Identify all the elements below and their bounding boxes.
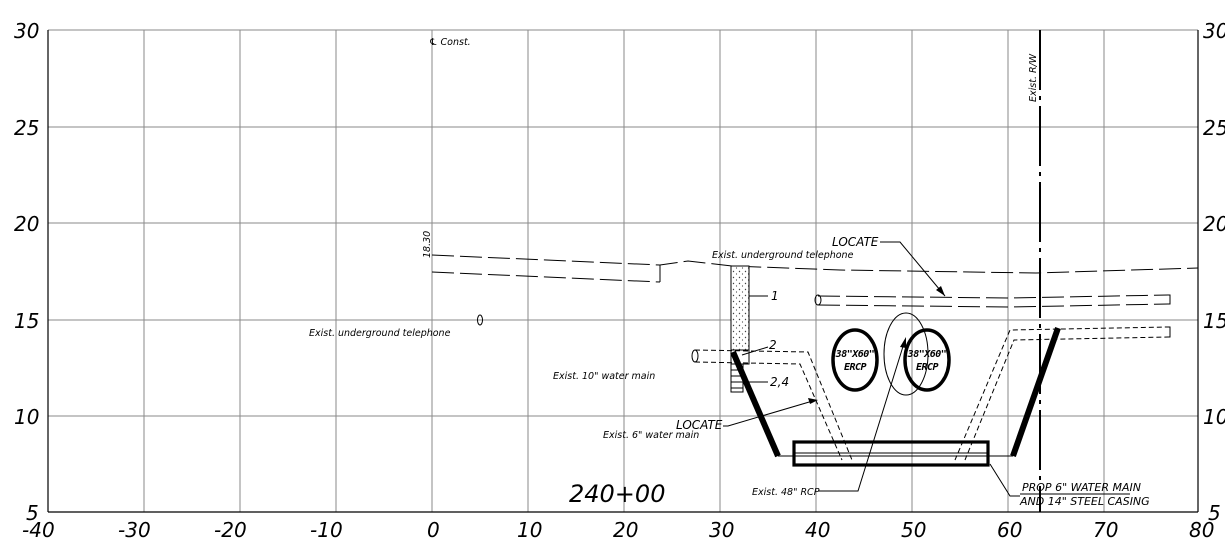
x-tick: 70 bbox=[1093, 518, 1118, 540]
y-tick: 30 bbox=[1203, 19, 1225, 43]
x-tick: 80 bbox=[1189, 518, 1214, 540]
ercp-pipe-2: 38"X60" ERCP bbox=[903, 328, 951, 392]
callout-2-4: 2,4 bbox=[770, 375, 789, 389]
y-tick: 10 bbox=[14, 405, 39, 429]
x-tick: -40 bbox=[22, 518, 55, 540]
proposed-trench bbox=[730, 327, 1061, 467]
y-tick: 25 bbox=[1203, 116, 1225, 140]
y-tick: 25 bbox=[14, 116, 39, 140]
x-tick: 30 bbox=[709, 518, 734, 540]
telephone-label-left: Exist. underground telephone bbox=[309, 328, 451, 339]
rcp-label: Exist. 48" RCP bbox=[752, 487, 820, 498]
ercp-pipe-1: 38"X60" ERCP bbox=[831, 328, 879, 392]
callout-2: 2 bbox=[769, 338, 777, 352]
arrow-icon bbox=[900, 337, 906, 348]
ercp-size-label: 38"X60" bbox=[835, 349, 875, 360]
locate-label-top: LOCATE bbox=[832, 235, 879, 249]
locate-leader-top bbox=[880, 241, 946, 297]
locate-label-low: LOCATE bbox=[676, 418, 723, 432]
prop-leader bbox=[989, 463, 1020, 497]
const-centerline-label: ℄ Const. bbox=[429, 37, 471, 48]
x-tick: 10 bbox=[517, 518, 542, 540]
water-main-right bbox=[954, 326, 1171, 461]
prop-label-line-1: PROP 6" WATER MAIN bbox=[1022, 481, 1141, 494]
x-tick: 20 bbox=[613, 518, 638, 540]
stippled-layer bbox=[730, 265, 750, 351]
x-tick: 60 bbox=[997, 518, 1022, 540]
y-tick: 20 bbox=[1203, 212, 1225, 236]
x-axis-labels: -40 -30 -20 -10 0 10 20 30 40 50 60 70 8… bbox=[22, 518, 1214, 540]
y-axis-labels-right: 30 25 20 15 10 5 bbox=[1203, 19, 1225, 525]
existing-ground-lines bbox=[431, 254, 1199, 283]
y-tick: 5 bbox=[1208, 501, 1221, 525]
callout-1: 1 bbox=[771, 289, 779, 303]
station-label: 240+00 bbox=[569, 480, 665, 508]
x-tick: 50 bbox=[901, 518, 926, 540]
arrow-icon bbox=[936, 286, 945, 296]
arrow-icon bbox=[808, 398, 818, 404]
x-tick: 0 bbox=[427, 518, 440, 540]
y-tick: 15 bbox=[14, 309, 39, 333]
telephone-marker bbox=[477, 314, 483, 326]
telephone-conduit bbox=[814, 294, 1171, 308]
x-tick: 40 bbox=[805, 518, 830, 540]
telephone-label-right: Exist. underground telephone bbox=[712, 250, 854, 261]
water-main-10 bbox=[691, 349, 853, 461]
ercp-type-label: ERCP bbox=[916, 362, 939, 373]
ercp-size-label: 38"X60" bbox=[907, 349, 947, 360]
rcp-pipe-outline bbox=[883, 312, 929, 396]
x-tick: -30 bbox=[118, 518, 151, 540]
water-main-10-label: Exist. 10" water main bbox=[553, 371, 655, 382]
rcp-leader bbox=[818, 339, 906, 492]
prop-label-line-2: AND 14" STEEL CASING bbox=[1019, 495, 1150, 508]
y-axis-labels-left: 30 25 20 15 10 5 bbox=[14, 19, 39, 525]
x-tick: -10 bbox=[310, 518, 343, 540]
ercp-type-label: ERCP bbox=[844, 362, 867, 373]
locate-leader-low bbox=[723, 399, 817, 427]
y-tick: 30 bbox=[14, 19, 39, 43]
right-of-way-label: Exist. R/W bbox=[1028, 53, 1039, 102]
y-tick: 5 bbox=[26, 501, 39, 525]
y-tick: 15 bbox=[1203, 309, 1225, 333]
y-tick: 10 bbox=[1203, 405, 1225, 429]
y-tick: 20 bbox=[14, 212, 39, 236]
water-main-6-label: Exist. 6" water main bbox=[603, 430, 699, 441]
x-tick: -20 bbox=[214, 518, 247, 540]
elevation-label: 18.30 bbox=[422, 231, 433, 258]
